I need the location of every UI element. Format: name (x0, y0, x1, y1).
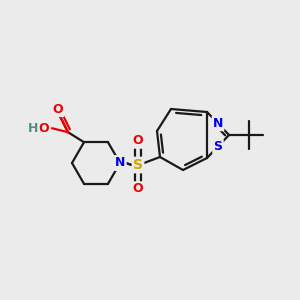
Text: N: N (213, 117, 223, 130)
Text: S: S (133, 158, 143, 172)
Text: O: O (133, 134, 143, 148)
Text: N: N (115, 157, 125, 169)
Text: O: O (133, 182, 143, 196)
Text: O: O (53, 103, 63, 116)
Text: O: O (38, 122, 49, 135)
Text: N: N (115, 157, 125, 169)
Text: S: S (214, 140, 223, 153)
Text: H: H (28, 122, 38, 135)
